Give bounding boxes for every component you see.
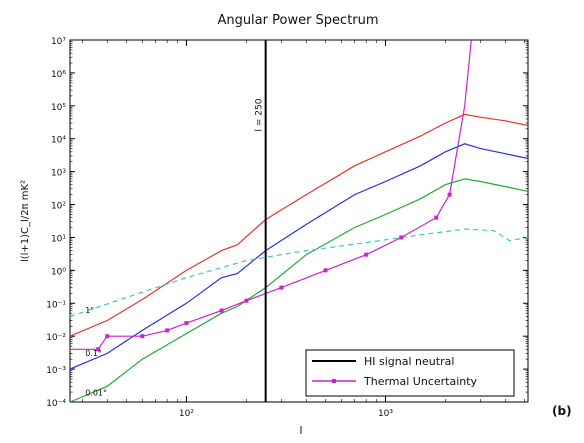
annotation-layer: 1° 0.1° 0.01° [85, 306, 107, 397]
y-tick-label: 10⁶ [51, 70, 66, 80]
panel-label: (b) [552, 404, 572, 418]
series-line-5 [70, 39, 472, 350]
thermal-marker [165, 328, 170, 333]
thermal-marker [399, 235, 404, 240]
thermal-marker [434, 215, 439, 220]
y-tick-label: 10⁻¹ [46, 300, 66, 310]
y-axis-label: l(l+1)C_l/2π mK² [20, 180, 31, 262]
plot-frame [69, 39, 529, 403]
y-tick-label: 10³ [51, 169, 66, 179]
series-layer: l = 250 [69, 39, 529, 403]
legend-box [305, 349, 515, 397]
legend-marker-thermal [332, 379, 336, 383]
thermal-marker [219, 308, 224, 313]
y-tick-label: 10⁵ [51, 103, 66, 113]
series-line-3 [69, 228, 529, 317]
y-tick-label: 10⁰ [51, 267, 66, 277]
thermal-marker [184, 321, 189, 326]
y-tick-label: 10⁻⁴ [46, 399, 66, 409]
thermal-marker [244, 298, 249, 303]
beam-annotation: 0.01° [85, 388, 107, 397]
thermal-marker [279, 285, 284, 290]
y-tick-label: 10⁻³ [46, 366, 66, 376]
x-tick-label: 10³ [378, 409, 393, 419]
y-tick-label: 10⁷ [51, 37, 66, 47]
beam-annotation: 0.1° [85, 349, 102, 358]
x-axis: 10² 10³ [82, 40, 525, 419]
series-line-2 [69, 178, 529, 403]
legend: HI signal neutral Thermal Uncertainty [305, 349, 515, 397]
legend-label-signal: HI signal neutral [364, 355, 454, 368]
chart-title: Angular Power Spectrum [217, 13, 378, 28]
thermal-marker [323, 268, 328, 273]
plot-area [69, 39, 529, 403]
x-axis-label: l [299, 424, 302, 437]
thermal-marker [105, 334, 110, 339]
y-tick-label: 10⁴ [51, 136, 66, 146]
thermal-marker [364, 252, 369, 257]
vertical-line-label: l = 250 [255, 98, 265, 131]
x-tick-label: 10² [179, 409, 194, 419]
y-tick-label: 10² [51, 202, 66, 212]
y-axis: 10⁻⁴ 10⁻³ 10⁻² 10⁻¹ 10⁰ 10¹ 10² 10³ 10⁴ 10⁵ 10⁶ 10⁷ [46, 37, 528, 409]
thermal-marker [140, 334, 145, 339]
series-line-1 [69, 143, 529, 370]
y-tick-label: 10¹ [51, 234, 66, 244]
thermal-marker [447, 192, 452, 197]
legend-label-thermal: Thermal Uncertainty [363, 375, 478, 388]
thermal-marker [96, 347, 101, 352]
y-tick-label: 10⁻² [46, 333, 66, 343]
beam-annotation: 1° [85, 306, 94, 315]
